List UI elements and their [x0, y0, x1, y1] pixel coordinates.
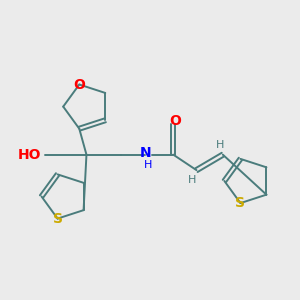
Text: H: H [144, 160, 153, 170]
Text: O: O [73, 77, 85, 92]
Text: H: H [215, 140, 224, 150]
Text: O: O [169, 114, 181, 128]
Text: N: N [140, 146, 151, 160]
Text: HO: HO [17, 148, 41, 162]
Text: S: S [236, 196, 245, 210]
Text: H: H [188, 175, 196, 185]
Text: S: S [52, 212, 63, 226]
